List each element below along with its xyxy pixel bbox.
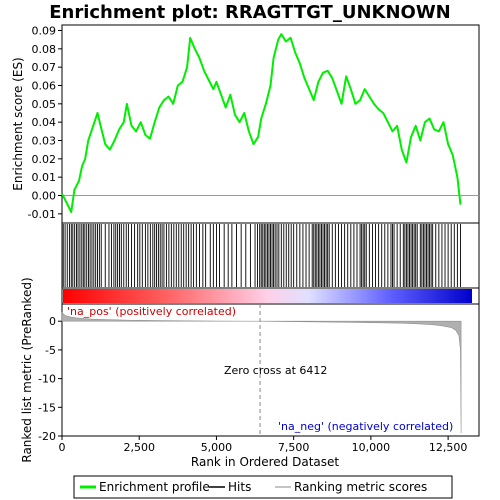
- legend-box: [73, 475, 453, 499]
- rank-xtick-label: 10,000: [352, 441, 391, 454]
- rank-xtick-label: 12,500: [429, 441, 468, 454]
- legend-ranking-label: Ranking metric scores: [294, 480, 427, 494]
- legend-enrichment-label: Enrichment profile: [99, 480, 210, 494]
- rank-ytick-label: -15: [38, 401, 56, 414]
- es-panel-frame: [61, 24, 480, 224]
- rank-xtick-label: 2,500: [123, 441, 155, 454]
- enrichment-profile-line: [61, 33, 462, 213]
- pos-annotation: 'na_pos' (positively correlated): [67, 305, 236, 318]
- rank-ytick-label: -5: [45, 344, 56, 357]
- neg-annotation: 'na_neg' (negatively correlated): [278, 420, 453, 433]
- rank-color-bar: [63, 289, 472, 303]
- es-ytick-label: 0.04: [32, 116, 57, 129]
- legend-hits-label: Hits: [228, 480, 251, 494]
- rank-panel-frame: [61, 303, 480, 437]
- rank-xtick-label: 7,500: [278, 441, 310, 454]
- es-ytick-label: 0.05: [32, 98, 57, 111]
- rank-ytick-label: -10: [38, 373, 56, 386]
- es-ytick-label: 0.00: [32, 190, 57, 203]
- rank-xtick-label: 0: [59, 441, 66, 454]
- es-ytick-label: 0.03: [32, 135, 57, 148]
- es-ytick-label: 0.08: [32, 43, 57, 56]
- chart-title: Enrichment plot: RRAGTTGT_UNKNOWN: [49, 2, 451, 23]
- rank-xtick-label: 5,000: [201, 441, 233, 454]
- zero-cross-annotation: Zero cross at 6412: [224, 364, 327, 377]
- rank-ytick-label: 0: [49, 315, 56, 328]
- es-ytick-label: 0.01: [32, 171, 57, 184]
- es-ylabel: Enrichment score (ES): [11, 57, 25, 190]
- es-ytick-label: 0.09: [32, 25, 57, 38]
- ranking-metric-area: [61, 311, 462, 434]
- rank-ylabel: Ranked list metric (PreRanked): [20, 277, 34, 462]
- rank-xlabel: Rank in Ordered Dataset: [191, 455, 339, 469]
- es-ytick-label: 0.06: [32, 80, 57, 93]
- rank-ytick-label: -20: [38, 430, 56, 443]
- es-ytick-label: -0.01: [28, 208, 56, 221]
- es-ytick-label: 0.07: [32, 61, 57, 74]
- es-ytick-label: 0.02: [32, 153, 57, 166]
